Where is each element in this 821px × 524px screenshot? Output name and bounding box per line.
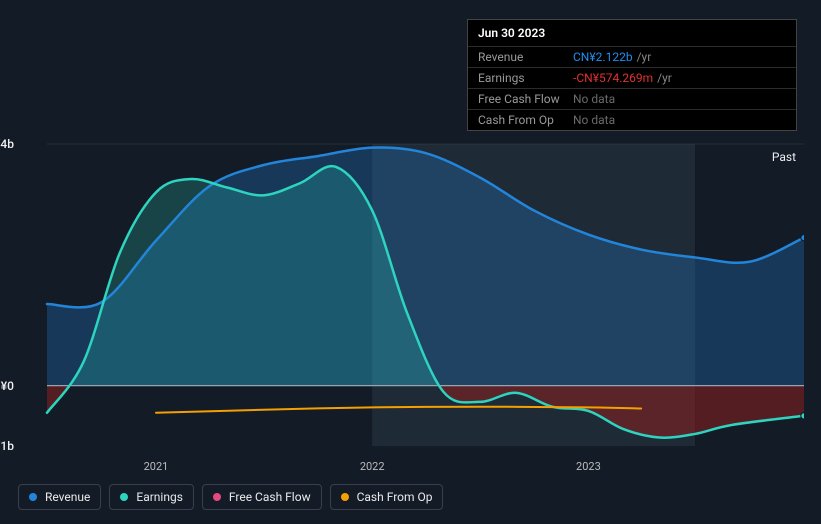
chart-svg (17, 124, 804, 446)
y-axis-label: -CN¥1b (0, 439, 14, 453)
tooltip-row: Earnings-CN¥574.269m/yr (468, 67, 796, 88)
tooltip-label: Cash From Op (478, 113, 573, 127)
tooltip-label: Free Cash Flow (478, 92, 573, 106)
legend: Revenue Earnings Free Cash Flow Cash From O… (18, 484, 443, 510)
legend-dot-icon (213, 493, 221, 501)
tooltip-label: Earnings (478, 71, 573, 85)
tooltip-value: -CN¥574.269m (573, 71, 653, 85)
tooltip-row: Free Cash FlowNo data (468, 88, 796, 109)
legend-label: Cash From Op (357, 490, 433, 504)
legend-item-cfo[interactable]: Cash From Op (330, 484, 444, 510)
legend-label: Revenue (45, 490, 90, 504)
past-label: Past (772, 150, 796, 164)
legend-label: Free Cash Flow (229, 490, 311, 504)
x-axis-label: 2022 (360, 460, 385, 473)
legend-dot-icon (341, 493, 349, 501)
legend-dot-icon (120, 493, 128, 501)
tooltip-suffix: /yr (657, 71, 672, 85)
tooltip-row: RevenueCN¥2.122b/yr (468, 46, 796, 67)
legend-dot-icon (29, 493, 37, 501)
y-axis-label: CN¥4b (0, 137, 14, 151)
legend-item-earnings[interactable]: Earnings (109, 484, 194, 510)
legend-item-fcf[interactable]: Free Cash Flow (202, 484, 322, 510)
tooltip-label: Revenue (478, 50, 573, 64)
x-axis-label: 2021 (144, 460, 169, 473)
legend-item-revenue[interactable]: Revenue (18, 484, 101, 510)
tooltip-value: CN¥2.122b (573, 50, 633, 64)
x-axis-label: 2023 (576, 460, 601, 473)
chart-area[interactable]: Past CN¥4bCN¥0-CN¥1b 202120222023 (17, 124, 804, 446)
tooltip-value: No data (573, 113, 615, 127)
tooltip-value: No data (573, 92, 615, 106)
tooltip-row: Cash From OpNo data (468, 109, 796, 130)
legend-label: Earnings (136, 490, 183, 504)
tooltip-suffix: /yr (637, 50, 652, 64)
tooltip-date: Jun 30 2023 (468, 20, 796, 46)
y-axis-label: CN¥0 (0, 379, 14, 393)
tooltip-panel: Jun 30 2023 RevenueCN¥2.122b/yrEarnings-… (467, 19, 797, 131)
